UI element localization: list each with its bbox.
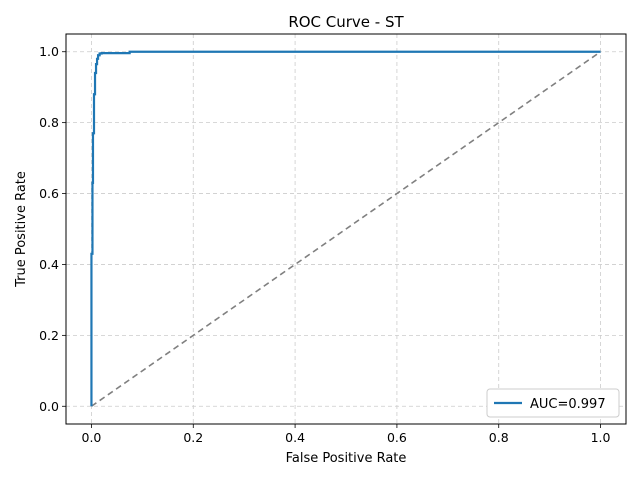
axes-frame bbox=[65, 33, 627, 425]
y-tick-label: 0.6 bbox=[39, 186, 59, 201]
roc-curve-line bbox=[90, 50, 601, 407]
x-tick-label: 0.4 bbox=[285, 430, 305, 445]
x-tick-label: 0.6 bbox=[387, 430, 407, 445]
legend: AUC=0.997 bbox=[486, 388, 620, 418]
grid bbox=[66, 34, 626, 424]
legend-box bbox=[486, 388, 620, 418]
chart-title: ROC Curve - ST bbox=[288, 13, 404, 31]
y-tick-label: 0.0 bbox=[39, 399, 59, 414]
series-layer bbox=[90, 50, 602, 407]
x-tick-label: 0.8 bbox=[489, 430, 509, 445]
y-tick-label: 0.4 bbox=[39, 257, 59, 272]
y-tick-label: 1.0 bbox=[39, 44, 59, 59]
legend-label: AUC=0.997 bbox=[530, 397, 606, 412]
x-tick-label: 0.2 bbox=[183, 430, 203, 445]
y-tick-label: 0.8 bbox=[39, 115, 59, 130]
x-tick-label: 1.0 bbox=[591, 430, 611, 445]
x-axis-label: False Positive Rate bbox=[286, 451, 407, 466]
x-tick-label: 0.0 bbox=[82, 430, 102, 445]
chance-diagonal-line bbox=[90, 51, 602, 407]
y-axis-label: True Positive Rate bbox=[14, 171, 29, 288]
ticks: 0.0 0.2 0.4 0.6 0.8 1.0 0.0 0.2 0.4 0.6 0.8 1.0 bbox=[39, 44, 610, 445]
y-tick-label: 0.2 bbox=[39, 328, 59, 343]
